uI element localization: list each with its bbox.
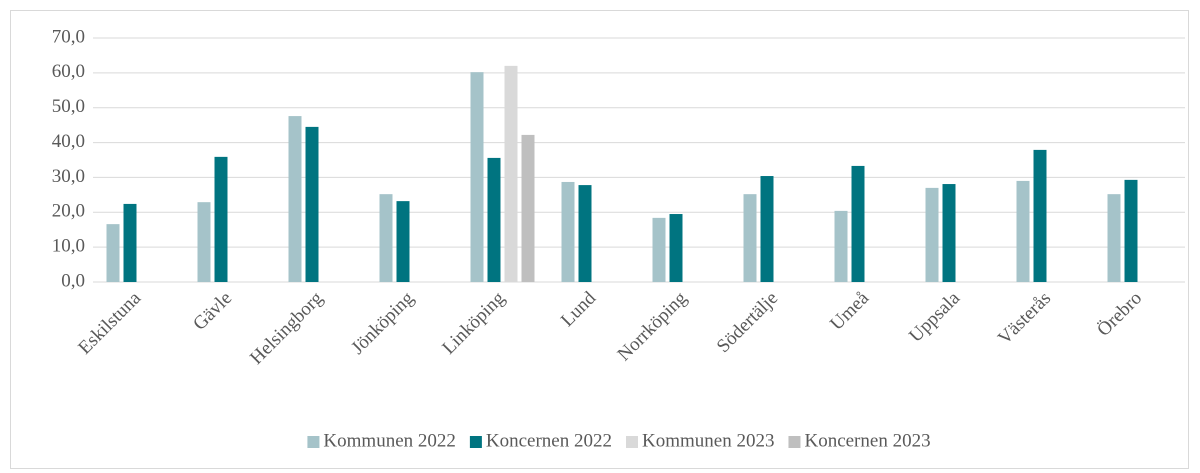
chart-frame [10, 10, 1189, 469]
legend-swatch [788, 436, 801, 448]
bar [743, 194, 757, 282]
legend-swatch [469, 436, 482, 448]
bar [521, 134, 535, 282]
y-tick-label: 10,0 [52, 236, 85, 257]
bar [925, 187, 939, 282]
bar [504, 65, 518, 282]
legend-label: Koncernen 2023 [804, 430, 930, 451]
bar [669, 214, 683, 282]
y-tick-label: 30,0 [52, 166, 85, 187]
bar [652, 217, 666, 282]
bar [834, 210, 848, 282]
bar [197, 202, 211, 282]
legend-swatch [307, 436, 320, 448]
bar [1016, 180, 1030, 282]
bar [214, 156, 228, 282]
bar [942, 184, 956, 282]
y-tick-label: 60,0 [52, 61, 85, 82]
y-tick-label: 50,0 [52, 96, 85, 117]
y-tick-label: 70,0 [52, 26, 85, 47]
bar [1107, 194, 1121, 282]
bar [470, 72, 484, 282]
bar [379, 194, 393, 282]
bar [851, 165, 865, 282]
y-tick-label: 0,0 [61, 270, 85, 291]
bar [578, 185, 592, 282]
y-tick-label: 20,0 [52, 201, 85, 222]
bar [487, 157, 501, 282]
bar [561, 181, 575, 282]
bar [288, 116, 302, 282]
bar [396, 201, 410, 282]
y-tick-label: 40,0 [52, 131, 85, 152]
bar [123, 203, 137, 282]
bar [1033, 149, 1047, 282]
legend-label: Kommunen 2023 [642, 430, 774, 451]
bar [760, 176, 774, 282]
bar [1124, 179, 1138, 282]
legend-label: Koncernen 2022 [486, 430, 612, 451]
legend-swatch [626, 436, 638, 448]
bar [106, 224, 120, 282]
bar [305, 126, 319, 282]
legend-label: Kommunen 2022 [323, 430, 455, 451]
